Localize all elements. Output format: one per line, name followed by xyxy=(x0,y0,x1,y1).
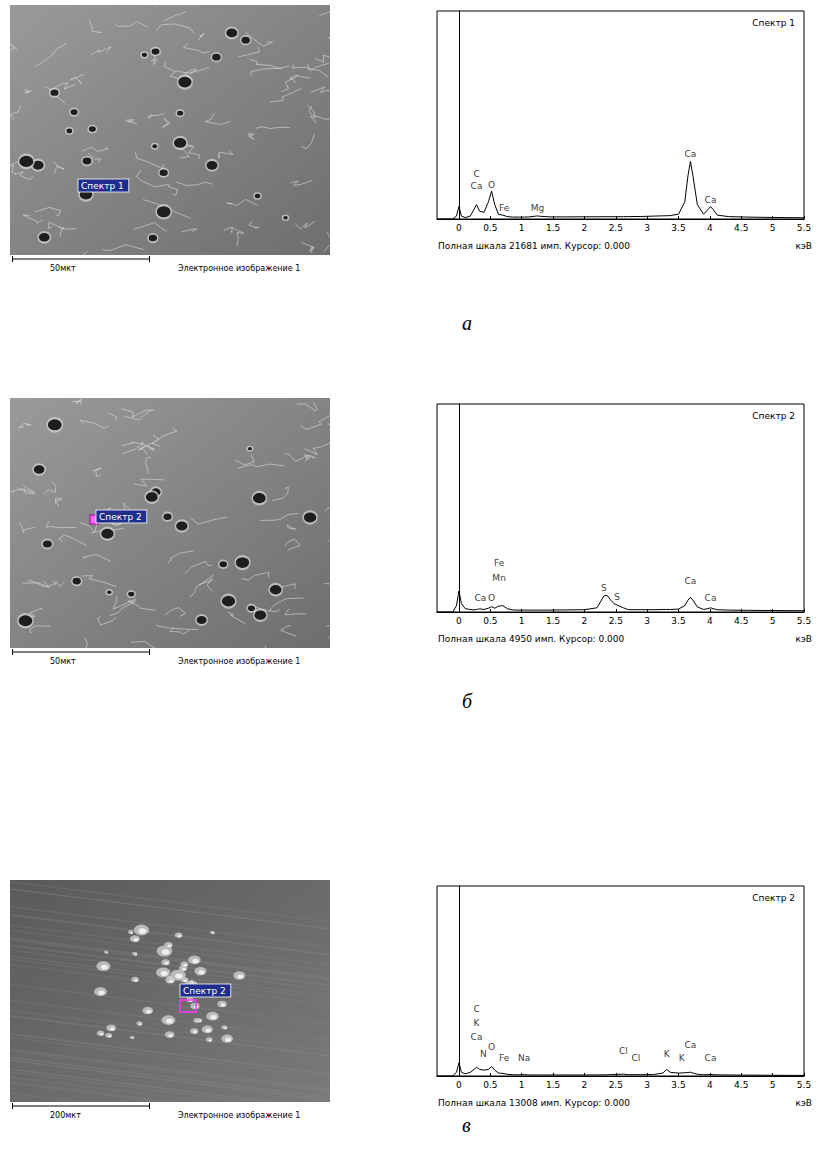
svg-text:5.5: 5.5 xyxy=(797,1080,811,1090)
svg-text:Спектр 2: Спектр 2 xyxy=(99,512,142,522)
svg-text:Спектр 2: Спектр 2 xyxy=(752,411,795,421)
svg-text:Cl: Cl xyxy=(619,1046,628,1056)
svg-text:3: 3 xyxy=(644,616,650,626)
svg-text:50мкт: 50мкт xyxy=(50,657,76,666)
html-text:б: б xyxy=(462,690,473,712)
svg-text:кэВ: кэВ xyxy=(795,1098,812,1108)
svg-text:3: 3 xyxy=(644,223,650,233)
svg-text:Ca: Ca xyxy=(685,149,697,159)
svg-text:2: 2 xyxy=(582,616,588,626)
svg-text:4.5: 4.5 xyxy=(734,1080,748,1090)
svg-text:0.5: 0.5 xyxy=(483,1080,497,1090)
svg-text:3: 3 xyxy=(644,1080,650,1090)
svg-text:C: C xyxy=(473,1004,479,1014)
svg-text:Ca: Ca xyxy=(685,1040,697,1050)
svg-text:1.5: 1.5 xyxy=(546,616,560,626)
svg-text:C: C xyxy=(473,169,479,179)
svg-text:5: 5 xyxy=(770,1080,776,1090)
svg-text:S: S xyxy=(601,583,607,593)
svg-text:4: 4 xyxy=(707,223,713,233)
svg-text:Mn: Mn xyxy=(492,573,505,583)
svg-text:1: 1 xyxy=(519,223,525,233)
svg-text:Полная шкала 13008 имп. Курсор: Полная шкала 13008 имп. Курсор: 0.000 xyxy=(438,1098,630,1108)
svg-text:S: S xyxy=(614,592,620,602)
svg-text:4: 4 xyxy=(707,616,713,626)
svg-text:Ca: Ca xyxy=(685,576,697,586)
html-text:а: а xyxy=(462,312,472,334)
svg-text:50мкт: 50мкт xyxy=(50,264,76,273)
svg-text:5.5: 5.5 xyxy=(797,223,811,233)
svg-text:1: 1 xyxy=(519,616,525,626)
svg-text:Ca: Ca xyxy=(474,593,486,603)
svg-text:4.5: 4.5 xyxy=(734,223,748,233)
svg-text:O: O xyxy=(488,593,495,603)
svg-text:Fe: Fe xyxy=(499,203,510,213)
svg-text:Ca: Ca xyxy=(705,1053,717,1063)
svg-text:N: N xyxy=(480,1049,487,1059)
svg-text:0: 0 xyxy=(456,1080,462,1090)
svg-text:1.5: 1.5 xyxy=(546,1080,560,1090)
svg-text:Полная шкала 4950 имп. Курсор:: Полная шкала 4950 имп. Курсор: 0.000 xyxy=(438,634,625,644)
html-text:в: в xyxy=(462,1114,471,1136)
svg-text:200мкт: 200мкт xyxy=(50,1111,81,1120)
svg-text:3.5: 3.5 xyxy=(671,616,685,626)
svg-text:Электронное изображение 1: Электронное изображение 1 xyxy=(178,657,300,666)
svg-text:5: 5 xyxy=(770,223,776,233)
svg-text:2: 2 xyxy=(582,1080,588,1090)
svg-text:2.5: 2.5 xyxy=(609,1080,623,1090)
svg-text:0: 0 xyxy=(456,616,462,626)
svg-text:Спектр 1: Спектр 1 xyxy=(752,18,795,28)
svg-text:0.5: 0.5 xyxy=(483,223,497,233)
svg-text:O: O xyxy=(488,180,495,190)
svg-text:Fe: Fe xyxy=(499,1053,510,1063)
svg-text:0: 0 xyxy=(456,223,462,233)
svg-text:Электронное изображение 1: Электронное изображение 1 xyxy=(178,1111,300,1120)
svg-text:O: O xyxy=(488,1042,495,1052)
svg-text:1.5: 1.5 xyxy=(546,223,560,233)
svg-text:1: 1 xyxy=(519,1080,525,1090)
svg-text:5: 5 xyxy=(770,616,776,626)
svg-text:кэВ: кэВ xyxy=(795,634,812,644)
svg-text:Fe: Fe xyxy=(494,558,505,568)
svg-text:2.5: 2.5 xyxy=(609,223,623,233)
svg-text:Na: Na xyxy=(518,1053,530,1063)
svg-text:Спектр 2: Спектр 2 xyxy=(752,893,795,903)
svg-text:Электронное изображение 1: Электронное изображение 1 xyxy=(178,264,300,273)
svg-text:4: 4 xyxy=(707,1080,713,1090)
svg-text:2: 2 xyxy=(582,223,588,233)
svg-text:Ca: Ca xyxy=(471,1032,483,1042)
svg-text:Спектр 2: Спектр 2 xyxy=(183,986,226,996)
svg-text:K: K xyxy=(664,1049,671,1059)
svg-text:Спектр 1: Спектр 1 xyxy=(81,181,124,191)
svg-text:Ca: Ca xyxy=(471,181,483,191)
svg-text:3.5: 3.5 xyxy=(671,1080,685,1090)
svg-text:0.5: 0.5 xyxy=(483,616,497,626)
svg-text:Полная шкала 21681 имп. Курсор: Полная шкала 21681 имп. Курсор: 0.000 xyxy=(438,241,630,251)
svg-text:Ca: Ca xyxy=(705,593,717,603)
svg-text:4.5: 4.5 xyxy=(734,616,748,626)
svg-text:3.5: 3.5 xyxy=(671,223,685,233)
svg-text:5.5: 5.5 xyxy=(797,616,811,626)
svg-text:Ca: Ca xyxy=(705,195,717,205)
svg-text:K: K xyxy=(474,1018,481,1028)
svg-text:кэВ: кэВ xyxy=(795,241,812,251)
svg-text:Mg: Mg xyxy=(531,203,544,213)
svg-text:K: K xyxy=(679,1053,686,1063)
svg-text:2.5: 2.5 xyxy=(609,616,623,626)
svg-text:Cl: Cl xyxy=(631,1053,640,1063)
